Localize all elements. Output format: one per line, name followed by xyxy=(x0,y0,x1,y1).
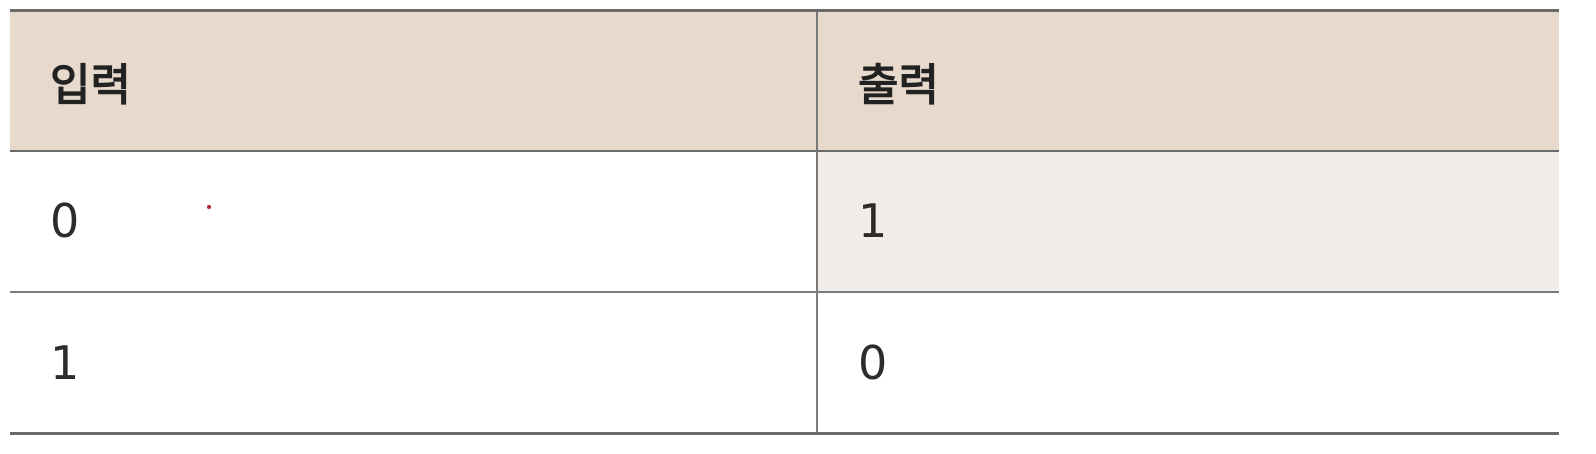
input-output-table: 입력 출력 0 1 1 0 xyxy=(10,9,1559,435)
truth-table-container: 입력 출력 0 1 1 0 xyxy=(10,9,1596,445)
cell-output-row1: 1 xyxy=(817,150,1559,292)
header-output: 출력 xyxy=(858,59,939,111)
cell-input-row2: 1 xyxy=(10,292,818,434)
table-body: 0 1 1 0 xyxy=(10,150,1559,434)
table-row: 1 0 xyxy=(10,292,1559,434)
cell-output-row2: 0 xyxy=(858,335,888,390)
cursor-dot xyxy=(207,205,211,209)
cell-input-row1: 0 xyxy=(10,150,818,292)
header-row: 입력 출력 xyxy=(10,10,1559,151)
table-header: 입력 출력 xyxy=(10,10,1559,151)
table-row: 0 1 xyxy=(10,150,1559,292)
header-input: 입력 xyxy=(10,10,818,151)
